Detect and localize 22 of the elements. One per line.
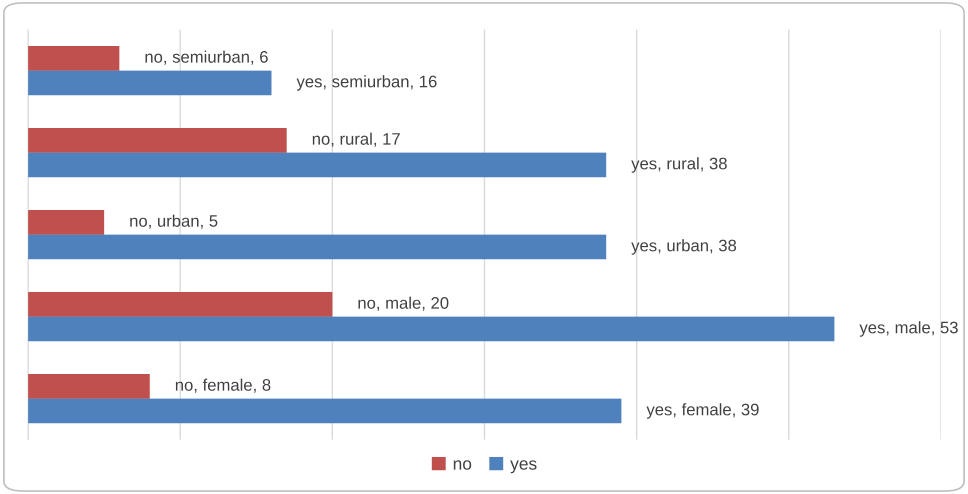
- data-label: no, male, 20: [358, 296, 448, 311]
- bar: [28, 316, 834, 342]
- legend-label: yes: [510, 460, 537, 474]
- bar: [28, 152, 606, 178]
- bar: [28, 210, 104, 235]
- data-label: yes, male, 53: [859, 321, 958, 337]
- bar: [28, 70, 272, 96]
- bar: [28, 234, 606, 260]
- data-label: no, rural, 17: [312, 132, 400, 147]
- data-label: no, female, 8: [176, 378, 270, 393]
- bar: [28, 128, 287, 153]
- legend-label: no: [454, 460, 472, 470]
- bar: [28, 46, 120, 71]
- bar: [28, 374, 150, 399]
- data-label: yes, rural, 38: [631, 157, 727, 173]
- data-label: yes, female, 39: [646, 403, 759, 419]
- bar: [28, 292, 332, 317]
- data-label: yes, urban, 38: [631, 239, 736, 255]
- data-label: no, semiurban, 6: [145, 50, 268, 65]
- bar: [28, 398, 622, 424]
- data-label: no, urban, 5: [130, 214, 218, 229]
- data-label: yes, semiurban, 16: [296, 75, 437, 91]
